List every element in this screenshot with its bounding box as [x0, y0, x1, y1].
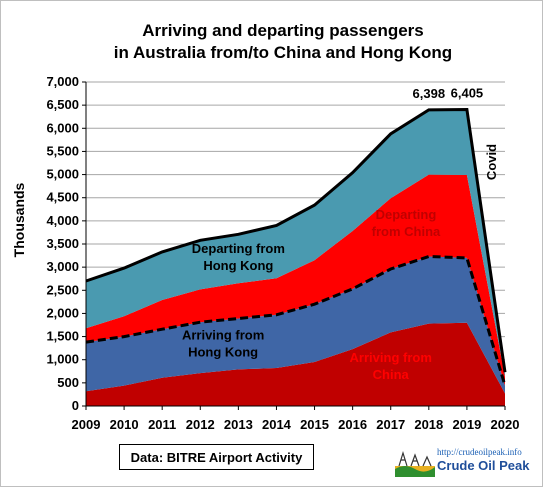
site-logo: http://crudeoilpeak.info Crude Oil Peak [395, 447, 535, 481]
x-tick-label-7: 2016 [338, 417, 367, 432]
x-tick-label-11: 2020 [491, 417, 520, 432]
area-series-2 [86, 174, 505, 386]
series-label-2-line-0: Arriving from [182, 327, 264, 342]
series-label-1-line-0: Departing [376, 207, 437, 222]
axes [82, 81, 506, 410]
y-axis-label: Thousands [11, 182, 27, 257]
y-tick-label-6: 3,000 [46, 259, 79, 274]
x-tick-label-8: 2017 [376, 417, 405, 432]
x-tick-label-4: 2013 [224, 417, 253, 432]
x-tick-label-9: 2018 [414, 417, 443, 432]
y-tick-label-14: 7,000 [46, 74, 79, 89]
area-series-1 [86, 256, 505, 394]
x-tick-labels: 2009 2010 2011 2012 2013 2014 2015 2016 2017 2018… [72, 417, 520, 432]
y-tick-label-12: 6,000 [46, 120, 79, 135]
logo-url-text: http://crudeoilpeak.info [437, 447, 522, 457]
y-tick-label-9: 4,500 [46, 190, 79, 205]
value-label-0: 6,398 [413, 86, 446, 101]
chart-title-line-1: Arriving and departing passengers [142, 21, 424, 40]
value-label-1: 6,405 [451, 86, 484, 101]
x-tick-label-5: 2014 [262, 417, 292, 432]
y-tick-label-13: 6,500 [46, 97, 79, 112]
x-tick-label-2: 2011 [148, 417, 176, 432]
series-label-3-line-0: Arriving from [350, 350, 432, 365]
total-line [85, 107, 507, 373]
x-tick-label-10: 2019 [452, 417, 481, 432]
y-tick-label-8: 4,000 [46, 213, 79, 228]
value-labels: 6,398 6,405 [413, 86, 484, 101]
series-label-0-line-1: Hong Kong [203, 258, 273, 273]
x-tick-label-3: 2012 [186, 417, 215, 432]
y-tick-label-0: 0 [72, 398, 79, 413]
y-tick-label-1: 500 [57, 375, 79, 390]
x-tick-label-0: 2009 [72, 417, 101, 432]
y-tick-label-7: 3,500 [46, 236, 79, 251]
logo-name-text: Crude Oil Peak [437, 458, 530, 473]
y-tick-label-4: 2,000 [46, 305, 79, 320]
area-series [86, 109, 505, 406]
source-box: Data: BITRE Airport Activity [119, 444, 314, 470]
y-tick-label-10: 5,000 [46, 167, 79, 182]
chart-title-line-2: in Australia from/to China and Hong Kong [114, 43, 452, 62]
covid-annotation: Covid [484, 144, 499, 180]
annotation-lines [85, 107, 507, 387]
y-tick-label-5: 2,500 [46, 282, 79, 297]
oil-derrick-icon [395, 450, 435, 477]
y-tick-labels: 0 500 1,000 1,500 2,000 2,500 3,000 3,500 4,000 4… [46, 74, 79, 413]
area-series-0 [86, 322, 505, 406]
series-labels: Departing from Hong Kong Departing from Chi… [182, 207, 441, 382]
series-label-2-line-1: Hong Kong [188, 344, 258, 359]
arrivals-line [85, 254, 507, 387]
y-tick-label-11: 5,500 [46, 143, 79, 158]
series-label-1-line-1: from China [372, 224, 441, 239]
x-tick-label-6: 2015 [300, 417, 329, 432]
series-label-3-line-1: China [373, 367, 410, 382]
y-tick-label-2: 1,000 [46, 352, 79, 367]
x-tick-label-1: 2010 [110, 417, 139, 432]
y-tick-label-3: 1,500 [46, 329, 79, 344]
series-label-0-line-0: Departing from [192, 241, 285, 256]
area-series-3 [86, 109, 505, 377]
